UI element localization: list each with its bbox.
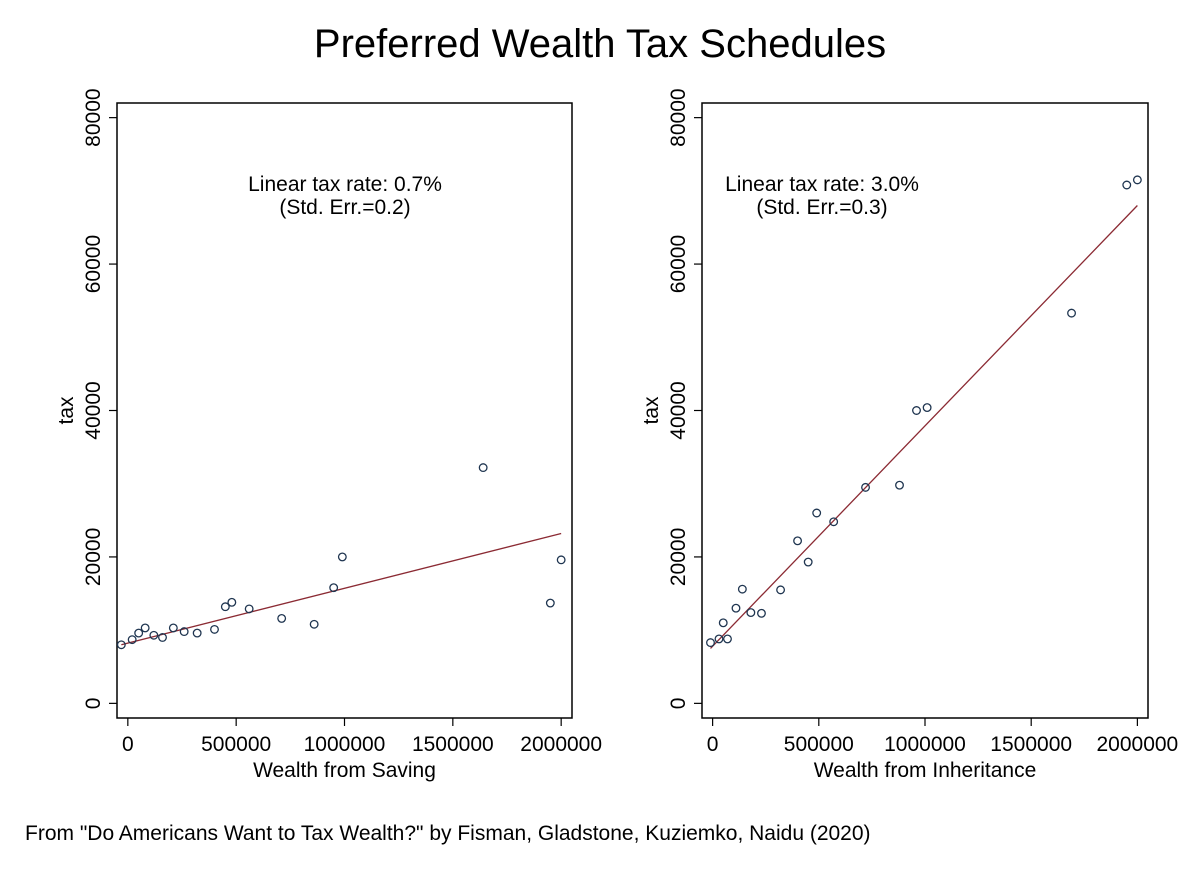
right-panel-inheritance: 0 500000 1000000 1500000 2000000 0 20000 40000 6… <box>640 88 1178 782</box>
left-x-tick-label: 500000 <box>201 733 271 756</box>
right-data-point <box>714 634 724 644</box>
right-data-point <box>737 584 747 594</box>
left-data-point <box>127 635 137 645</box>
left-x-tick-label: 2000000 <box>520 733 602 756</box>
left-y-tick-label: 40000 <box>82 381 105 439</box>
left-x-tick-label: 1000000 <box>304 733 386 756</box>
left-data-point <box>192 628 202 638</box>
right-y-tick-label: 0 <box>667 698 690 710</box>
right-data-point <box>731 603 741 613</box>
left-data-point <box>168 623 178 633</box>
right-x-tick-label: 2000000 <box>1096 733 1178 756</box>
right-data-point <box>829 517 839 527</box>
right-data-point <box>1122 180 1132 190</box>
right-data-point <box>912 406 921 415</box>
left-fit-line <box>121 532 562 646</box>
left-data-point <box>210 624 219 634</box>
right-annotation-line: Linear tax rate: 3.0% <box>725 173 919 196</box>
right-x-tick-label: 1000000 <box>884 733 966 756</box>
right-data-point <box>793 536 803 546</box>
right-data-point <box>861 482 870 492</box>
left-data-point <box>227 597 237 607</box>
right-x-tick-label: 500000 <box>784 733 854 756</box>
left-data-point <box>337 552 347 562</box>
right-data-point <box>922 403 932 413</box>
right-data-point <box>723 634 732 644</box>
left-y-tick-label: 20000 <box>82 528 105 586</box>
right-y-tick-label: 40000 <box>667 381 690 439</box>
left-x-tick-label: 0 <box>122 733 134 756</box>
left-data-point <box>149 630 159 640</box>
left-data-point <box>179 627 189 637</box>
left-data-point <box>309 619 319 629</box>
right-y-tick-label: 80000 <box>667 88 690 146</box>
left-x-axis-label: Wealth from Saving <box>253 759 436 782</box>
left-y-tick-label: 0 <box>82 698 105 710</box>
left-data-point <box>220 602 230 612</box>
right-fit-line <box>710 205 1138 649</box>
right-x-axis-label: Wealth from Inheritance <box>814 759 1037 782</box>
right-data-point <box>812 508 822 518</box>
left-y-axis-label: tax <box>55 396 78 425</box>
right-x-tick-label: 1500000 <box>990 733 1072 756</box>
left-data-point <box>116 640 126 650</box>
right-x-tick-label: 0 <box>707 733 719 756</box>
left-data-point <box>478 463 488 473</box>
left-data-point <box>140 623 150 633</box>
right-data-point <box>1067 308 1076 318</box>
left-data-point <box>244 604 254 614</box>
right-data-point <box>803 557 813 567</box>
right-data-point <box>776 585 786 595</box>
right-data-point <box>746 608 756 618</box>
right-annotation-line: (Std. Err.=0.3) <box>756 196 887 219</box>
left-annotation-line: Linear tax rate: 0.7% <box>248 173 442 196</box>
right-data-point <box>706 638 715 648</box>
right-y-tick-label: 60000 <box>667 235 690 293</box>
left-annotation-line: (Std. Err.=0.2) <box>279 196 410 219</box>
right-data-point <box>718 618 728 628</box>
left-x-tick-label: 1500000 <box>412 733 494 756</box>
left-y-tick-label: 60000 <box>82 235 105 293</box>
left-data-point <box>329 583 339 593</box>
left-data-point <box>158 633 167 642</box>
left-data-point <box>545 598 555 608</box>
chart-title: Preferred Wealth Tax Schedules <box>313 22 887 66</box>
source-caption: From "Do Americans Want to Tax Wealth?" … <box>25 822 871 845</box>
right-data-point <box>1132 175 1142 185</box>
right-data-point <box>757 608 766 618</box>
right-y-tick-label: 20000 <box>667 528 690 586</box>
right-data-point <box>895 480 904 490</box>
left-data-point <box>556 555 566 565</box>
right-y-axis-label: tax <box>640 396 663 425</box>
left-panel-saving: 0 500000 1000000 1500000 2000000 0 20000 40000 6… <box>55 88 602 782</box>
left-y-tick-label: 80000 <box>82 88 105 146</box>
left-data-point <box>134 628 144 638</box>
left-data-point <box>277 613 287 623</box>
